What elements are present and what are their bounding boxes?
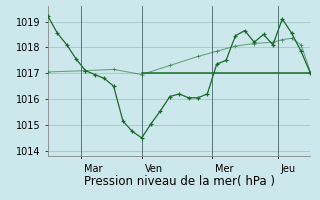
Text: Mar: Mar [84,164,102,174]
Text: Mer: Mer [215,164,233,174]
Text: Ven: Ven [145,164,163,174]
Text: Jeu: Jeu [280,164,296,174]
X-axis label: Pression niveau de la mer( hPa ): Pression niveau de la mer( hPa ) [84,175,275,188]
